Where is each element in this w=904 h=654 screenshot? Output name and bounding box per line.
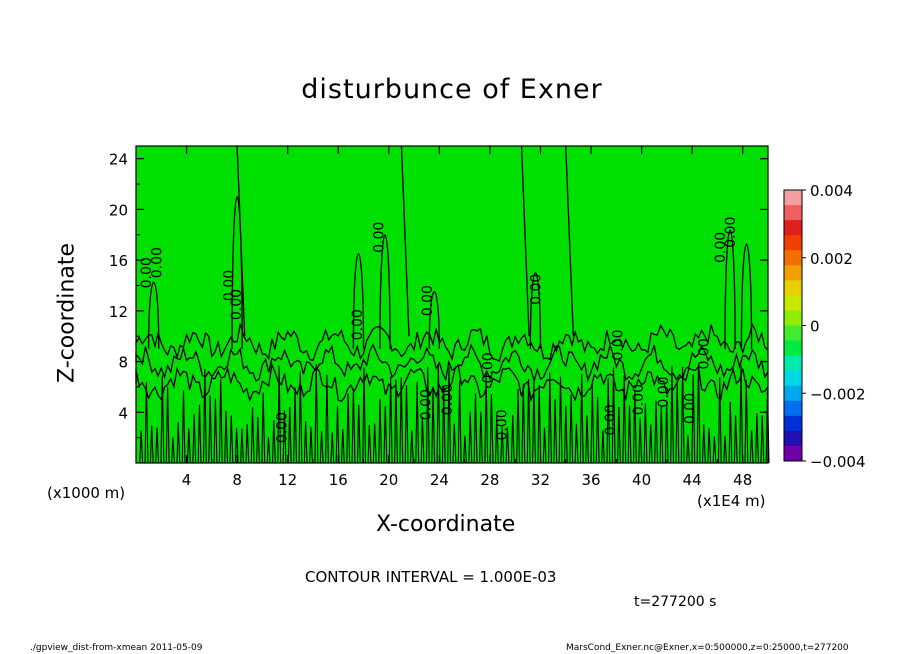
y-axis-unit: (x1000 m) [47, 484, 126, 502]
contour-label: 0.00 [350, 309, 366, 340]
contour-label: 0.00 [274, 412, 290, 443]
footer-left: ./gpview_dist-from-xmean 2011-05-09 [30, 643, 203, 653]
contour-label: 0.00 [440, 384, 456, 415]
colorbar-label: 0 [810, 318, 820, 336]
contour-label: 0.00 [713, 232, 729, 263]
contour-plumes [139, 363, 770, 464]
contour-label: 0.00 [683, 393, 699, 424]
y-tick-label: 8 [118, 354, 128, 372]
y-tick-label: 16 [109, 252, 128, 270]
x-tick-label: 20 [379, 471, 398, 489]
colorbar-segment [784, 190, 802, 206]
contour-tall [147, 145, 753, 349]
colorbar-segment [784, 430, 802, 447]
x-tick-label: 36 [581, 471, 600, 489]
colorbar-segment [784, 250, 802, 266]
x-tick-label: 4 [182, 471, 192, 489]
x-tick-label: 44 [683, 471, 702, 489]
colorbar-label: −0.004 [810, 453, 866, 471]
contour-label: 0.00 [528, 274, 544, 305]
x-tick-label: 12 [278, 471, 297, 489]
colorbar-segment [784, 325, 802, 342]
colorbar-segment [784, 280, 802, 296]
x-axis-label: X-coordinate [376, 512, 516, 537]
colorbar-segment [784, 205, 802, 221]
colorbar-label: 0.002 [810, 250, 853, 268]
x-tick-label: 32 [531, 471, 550, 489]
contour-label: 0.00 [697, 338, 713, 369]
x-tick-label: 16 [329, 471, 348, 489]
contour-label: 0.00 [149, 247, 165, 278]
x-tick-label: 24 [430, 471, 449, 489]
contour-label: 0.00 [611, 329, 627, 360]
colorbar-segment [784, 370, 802, 387]
contour-label: 0.00 [372, 222, 388, 253]
colorbar-label: 0.004 [810, 182, 853, 200]
colorbar-segment [784, 295, 802, 311]
time-label: t=277200 s [634, 594, 717, 610]
colorbar-segment [784, 445, 802, 462]
colorbar-segment [784, 385, 802, 402]
footer-right: MarsCond_Exner.nc@Exner,x=0:500000,z=0:2… [566, 643, 849, 653]
field-background [136, 146, 768, 463]
contour-label: 0.00 [723, 217, 739, 248]
y-tick-label: 4 [118, 404, 128, 422]
plot-frame [135, 145, 769, 464]
y-axis-label: Z-coordinate [54, 243, 80, 383]
contour-label: 0.00 [419, 389, 435, 420]
contour-label: 0.00 [229, 289, 245, 320]
x-tick-label: 40 [632, 471, 651, 489]
colorbar-segment [784, 310, 802, 326]
colorbar-segment [784, 400, 802, 417]
contour-label: 0.00 [420, 285, 436, 316]
x-tick-label: 48 [733, 471, 752, 489]
x-tick-label: 28 [480, 471, 499, 489]
chart-title: disturbunce of Exner [301, 74, 603, 105]
contour-label: 0.00 [603, 404, 619, 435]
colorbar-segment [784, 265, 802, 281]
colorbar-segment [784, 415, 802, 432]
y-tick-label: 24 [109, 151, 128, 169]
x-tick-label: 8 [232, 471, 242, 489]
colorbar-segment [784, 340, 802, 357]
colorbar-segment [784, 355, 802, 372]
contour-label: 0.00 [139, 257, 155, 288]
contour-label: 0.00 [494, 409, 510, 440]
y-tick-label: 20 [109, 201, 128, 219]
contour-band [135, 322, 769, 403]
contour-label: 0.00 [480, 352, 496, 383]
colorbar-label: −0.002 [810, 385, 866, 403]
colorbar-segment [784, 220, 802, 236]
y-tick-label: 12 [109, 303, 128, 321]
contour-interval-text: CONTOUR INTERVAL = 1.000E-03 [305, 568, 557, 586]
contour-label: 0.00 [631, 384, 647, 415]
contour-label: 0.00 [221, 270, 237, 301]
x-axis-unit: (x1E4 m) [697, 492, 766, 510]
contour-label: 0.00 [656, 376, 672, 407]
colorbar-segment [784, 235, 802, 251]
